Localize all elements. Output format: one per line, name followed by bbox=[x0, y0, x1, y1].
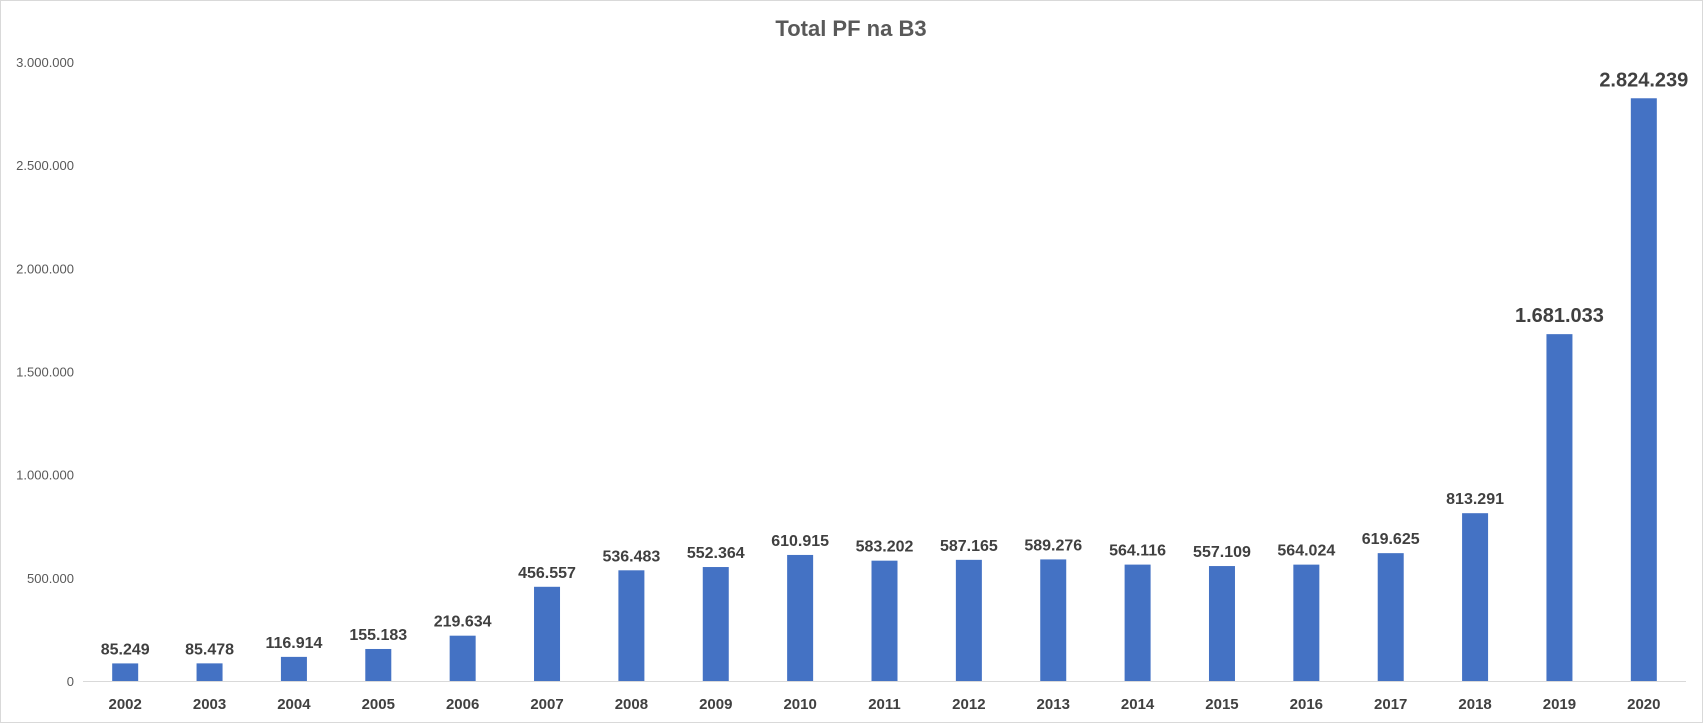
bar-2016 bbox=[1293, 564, 1320, 681]
bar-2020 bbox=[1630, 98, 1657, 681]
bar-2010 bbox=[787, 554, 814, 681]
x-tick-label: 2014 bbox=[1121, 696, 1155, 713]
x-tick-label: 2009 bbox=[699, 696, 732, 713]
bar-2019 bbox=[1546, 334, 1573, 681]
bar-2003 bbox=[196, 663, 223, 681]
bar-2006 bbox=[449, 635, 476, 681]
x-axis-ticks: 2002 2003 2004 2005 2006 2007 2008 2009 2010 2011… bbox=[108, 696, 1660, 713]
y-tick-label: 2.000.000 bbox=[16, 261, 74, 276]
data-label-2018: 813.291 bbox=[1446, 491, 1504, 508]
bar-2008 bbox=[618, 570, 645, 681]
bar-2005 bbox=[365, 648, 392, 681]
data-label-2016: 564.024 bbox=[1277, 543, 1335, 560]
data-labels-group: 85.249 85.478 116.914 155.183 219.634 456.557… bbox=[101, 69, 1689, 658]
data-label-2006: 219.634 bbox=[434, 614, 492, 631]
x-tick-label: 2003 bbox=[193, 696, 226, 713]
data-label-2017: 619.625 bbox=[1362, 531, 1420, 548]
x-tick-label: 2018 bbox=[1458, 696, 1491, 713]
y-tick-label: 1.500.000 bbox=[16, 365, 74, 380]
data-label-2004: 116.914 bbox=[265, 635, 322, 652]
bar-2007 bbox=[534, 586, 561, 681]
x-tick-label: 2017 bbox=[1374, 696, 1407, 713]
data-label-2014: 564.116 bbox=[1109, 543, 1166, 560]
x-tick-label: 2010 bbox=[783, 696, 816, 713]
x-tick-label: 2011 bbox=[868, 696, 901, 713]
chart-title: Total PF na B3 bbox=[775, 16, 926, 41]
y-tick-label: 2.500.000 bbox=[16, 158, 74, 173]
bars-group bbox=[112, 98, 1657, 681]
y-axis-ticks: 0 500.000 1.000.000 1.500.000 2.000.000 2.500… bbox=[16, 55, 74, 689]
data-label-2003: 85.478 bbox=[185, 641, 234, 658]
y-tick-label: 500.000 bbox=[27, 571, 74, 586]
x-tick-label: 2016 bbox=[1290, 696, 1323, 713]
x-tick-label: 2006 bbox=[446, 696, 479, 713]
x-tick-label: 2019 bbox=[1543, 696, 1576, 713]
x-tick-label: 2012 bbox=[952, 696, 985, 713]
x-tick-label: 2007 bbox=[530, 696, 563, 713]
data-label-2005: 155.183 bbox=[349, 627, 407, 644]
bar-2002 bbox=[112, 663, 139, 681]
x-tick-label: 2008 bbox=[615, 696, 648, 713]
data-label-2007: 456.557 bbox=[518, 565, 576, 582]
data-label-2019: 1.681.033 bbox=[1515, 305, 1604, 327]
x-tick-label: 2020 bbox=[1627, 696, 1660, 713]
bar-2018 bbox=[1462, 513, 1489, 681]
y-tick-label: 1.000.000 bbox=[16, 468, 74, 483]
bar-2009 bbox=[702, 567, 729, 681]
y-tick-label: 3.000.000 bbox=[16, 55, 74, 70]
data-label-2009: 552.364 bbox=[687, 545, 745, 562]
data-label-2002: 85.249 bbox=[101, 641, 150, 658]
bar-2011 bbox=[871, 560, 898, 681]
data-label-2012: 587.165 bbox=[940, 538, 998, 555]
x-tick-label: 2002 bbox=[108, 696, 141, 713]
data-label-2008: 536.483 bbox=[602, 548, 660, 565]
bar-2004 bbox=[280, 656, 307, 681]
y-tick-label: 0 bbox=[67, 674, 74, 689]
x-tick-label: 2015 bbox=[1205, 696, 1238, 713]
x-tick-label: 2005 bbox=[362, 696, 395, 713]
data-label-2020: 2.824.239 bbox=[1599, 69, 1688, 91]
data-label-2010: 610.915 bbox=[771, 533, 829, 550]
data-label-2011: 583.202 bbox=[856, 539, 914, 556]
data-label-2013: 589.276 bbox=[1024, 537, 1082, 554]
x-tick-label: 2013 bbox=[1037, 696, 1070, 713]
bar-2012 bbox=[955, 559, 982, 681]
bar-2013 bbox=[1040, 559, 1067, 681]
data-label-2015: 557.109 bbox=[1193, 544, 1251, 561]
bar-2015 bbox=[1208, 566, 1235, 681]
bar-2017 bbox=[1377, 553, 1404, 681]
x-tick-label: 2004 bbox=[277, 696, 311, 713]
bar-2014 bbox=[1124, 564, 1151, 681]
